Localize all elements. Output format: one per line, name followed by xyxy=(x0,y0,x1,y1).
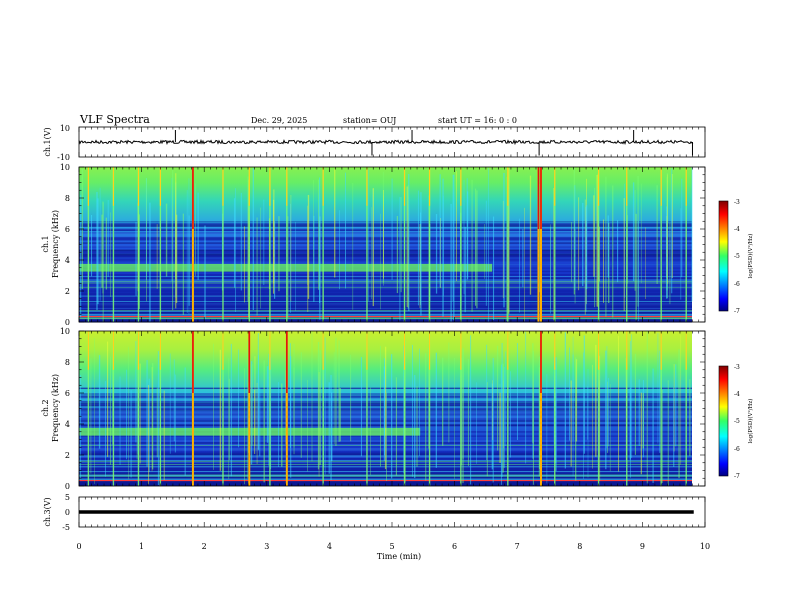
spectrogram-ch1-noise-band xyxy=(79,303,692,306)
spectrogram-ch1-noise-band xyxy=(79,254,692,256)
colorbar-ch2-tick-m5: -5 xyxy=(734,418,740,425)
spectrogram-ch1-noise-band xyxy=(79,307,692,309)
spectrogram-ch2-tick-0: 0 xyxy=(65,482,70,491)
waveform-ch1-trace xyxy=(78,138,694,146)
spectrogram-ch1-noise-band xyxy=(79,290,692,292)
header-start-time: start UT = 16: 0 : 0 xyxy=(438,116,517,125)
spectrogram-ch1-tick-2: 2 xyxy=(65,287,70,296)
spectrogram-ch1-noise-band xyxy=(79,245,692,247)
colorbar-ch2-tick-m7: -7 xyxy=(734,473,740,480)
colorbar-ch1-tick-m7: -7 xyxy=(734,308,740,315)
spectrogram-ch1-noise-band xyxy=(79,294,692,296)
time-tick-7: 7 xyxy=(515,542,520,551)
spectrogram-ch1-noise-band xyxy=(79,315,692,317)
waveform-ch3-tick-top: 5 xyxy=(65,493,70,502)
colorbar-ch2: -3 -4 -5 -6 -7 log(PSD)(V²/Hz) xyxy=(718,364,754,480)
spectrogram-ch1-noise-band xyxy=(79,275,692,276)
time-tick-9: 9 xyxy=(640,542,645,551)
spectrogram-ch1-panel: 0 2 4 6 8 10 ch.1 Frequency (kHz) xyxy=(41,163,706,327)
spectrogram-ch1-noise-band xyxy=(79,239,692,241)
spectrogram-ch1-noise-band xyxy=(79,260,692,262)
spectrogram-ch2-channel-label: ch.2 xyxy=(41,399,50,416)
spectrogram-ch1-tick-8: 8 xyxy=(65,194,70,203)
spectrogram-ch1-noise-band xyxy=(79,242,692,244)
spectrogram-ch1-noise-band xyxy=(79,238,692,240)
spectrogram-ch1-tick-10: 10 xyxy=(60,163,70,172)
spectrogram-ch1-noise-band xyxy=(79,307,692,310)
time-tick-3: 3 xyxy=(264,542,269,551)
spectrogram-ch2-tick-2: 2 xyxy=(65,451,70,460)
spectrogram-ch1-noise-band xyxy=(79,224,692,226)
colorbar-ch2-tick-m3: -3 xyxy=(734,364,740,371)
waveform-ch3-tick-bottom: -5 xyxy=(62,523,70,532)
spectrogram-ch1-tick-6: 6 xyxy=(65,225,70,234)
waveform-ch1-tick-top: 10 xyxy=(60,124,70,133)
spectrogram-ch1-band xyxy=(79,263,493,272)
spectrogram-ch1-ylabel: Frequency (kHz) xyxy=(51,210,60,278)
spectrogram-ch1-noise-band xyxy=(79,229,692,232)
spectrogram-ch1-noise-band xyxy=(79,228,692,231)
colorbar-ch1-tick-m5: -5 xyxy=(734,253,740,260)
spectrogram-ch1-noise-band xyxy=(79,281,692,283)
time-tick-8: 8 xyxy=(577,542,582,551)
time-tick-6: 6 xyxy=(452,542,457,551)
spectrogram-ch2-panel: 0 2 4 6 8 10 ch.2 Frequency (kHz) xyxy=(41,327,706,491)
time-tick-1: 1 xyxy=(139,542,144,551)
colorbar-ch2-tick-m6: -6 xyxy=(734,446,740,453)
time-tick-10: 10 xyxy=(700,542,710,551)
spectrogram-ch1-noise-band xyxy=(79,232,692,234)
header-station: station= OUJ xyxy=(343,116,396,125)
spectrogram-ch1-noise-band xyxy=(79,258,692,261)
waveform-ch1-ylabel: ch.1(V) xyxy=(43,127,52,156)
spectrogram-ch1-noise-band xyxy=(79,221,692,223)
spectrogram-ch1-noise-band xyxy=(79,222,692,225)
spectrogram-ch2-ylabel: Frequency (kHz) xyxy=(51,374,60,442)
waveform-ch3-ylabel: ch.3(V) xyxy=(43,497,52,526)
spectrogram-ch2-tick-10: 10 xyxy=(60,327,70,336)
spectrogram-ch1-noise-band xyxy=(79,285,692,287)
time-tick-4: 4 xyxy=(327,542,332,551)
spectrogram-ch1-noise-band xyxy=(79,237,692,239)
time-axis: 0 1 2 3 4 5 6 7 8 9 10 Time (min) xyxy=(76,542,710,561)
colorbar-ch1: -3 -4 -5 -6 -7 log(PSD)(V²/Hz) xyxy=(718,199,754,315)
spectrogram-ch1-noise-band xyxy=(79,225,692,227)
header-date: Dec. 29, 2025 xyxy=(251,116,307,125)
time-tick-5: 5 xyxy=(389,542,394,551)
colorbar-ch2-tick-m4: -4 xyxy=(734,391,740,398)
colorbar-ch2-label: log(PSD)(V²/Hz) xyxy=(747,399,754,444)
spectrogram-ch1-noise-band xyxy=(79,293,692,295)
colorbar-ch1-scale xyxy=(718,200,729,312)
spectrogram-ch1-tick-0: 0 xyxy=(65,318,70,327)
colorbar-ch1-tick-m4: -4 xyxy=(734,226,740,233)
colorbar-ch1-label: log(PSD)(V²/Hz) xyxy=(747,234,754,279)
figure-title: VLF Spectra xyxy=(79,113,150,126)
waveform-ch3-panel: 5 0 -5 ch.3(V) xyxy=(43,493,706,532)
spectrogram-ch1-background xyxy=(79,167,692,322)
spectrogram-ch1-channel-label: ch.1 xyxy=(41,235,50,252)
time-axis-label: Time (min) xyxy=(377,552,421,561)
spectrogram-ch2-noise-band xyxy=(79,469,692,471)
time-tick-2: 2 xyxy=(202,542,207,551)
spectrogram-ch1-noise-band xyxy=(79,256,692,258)
spectrogram-ch2-tick-8: 8 xyxy=(65,358,70,367)
spectrogram-ch1-noise-band xyxy=(79,290,692,291)
spectrogram-ch1-noise-band xyxy=(79,285,692,286)
spectrogram-ch1-noise-band xyxy=(79,249,692,252)
spectrogram-ch2-tick-6: 6 xyxy=(65,389,70,398)
spectrogram-ch1-tick-4: 4 xyxy=(65,256,70,265)
spectrogram-ch2-tick-4: 4 xyxy=(65,420,70,429)
colorbar-ch1-tick-m3: -3 xyxy=(734,199,740,206)
spectrogram-ch1-noise-band xyxy=(79,251,692,253)
spectrogram-ch1-noise-band xyxy=(79,274,692,276)
spectrogram-ch1-noise-band xyxy=(79,318,692,320)
colorbar-ch2-scale xyxy=(718,365,729,477)
waveform-ch3-tick-mid: 0 xyxy=(65,508,70,517)
waveform-ch1-panel: 10 -10 ch.1(V) xyxy=(43,124,706,162)
colorbar-ch1-tick-m6: -6 xyxy=(734,281,740,288)
time-tick-0: 0 xyxy=(76,542,81,551)
spectrogram-ch1-noise-band xyxy=(79,236,692,238)
waveform-ch1-tick-bottom: -10 xyxy=(57,153,70,162)
spectrogram-ch1-noise-band xyxy=(79,277,692,279)
